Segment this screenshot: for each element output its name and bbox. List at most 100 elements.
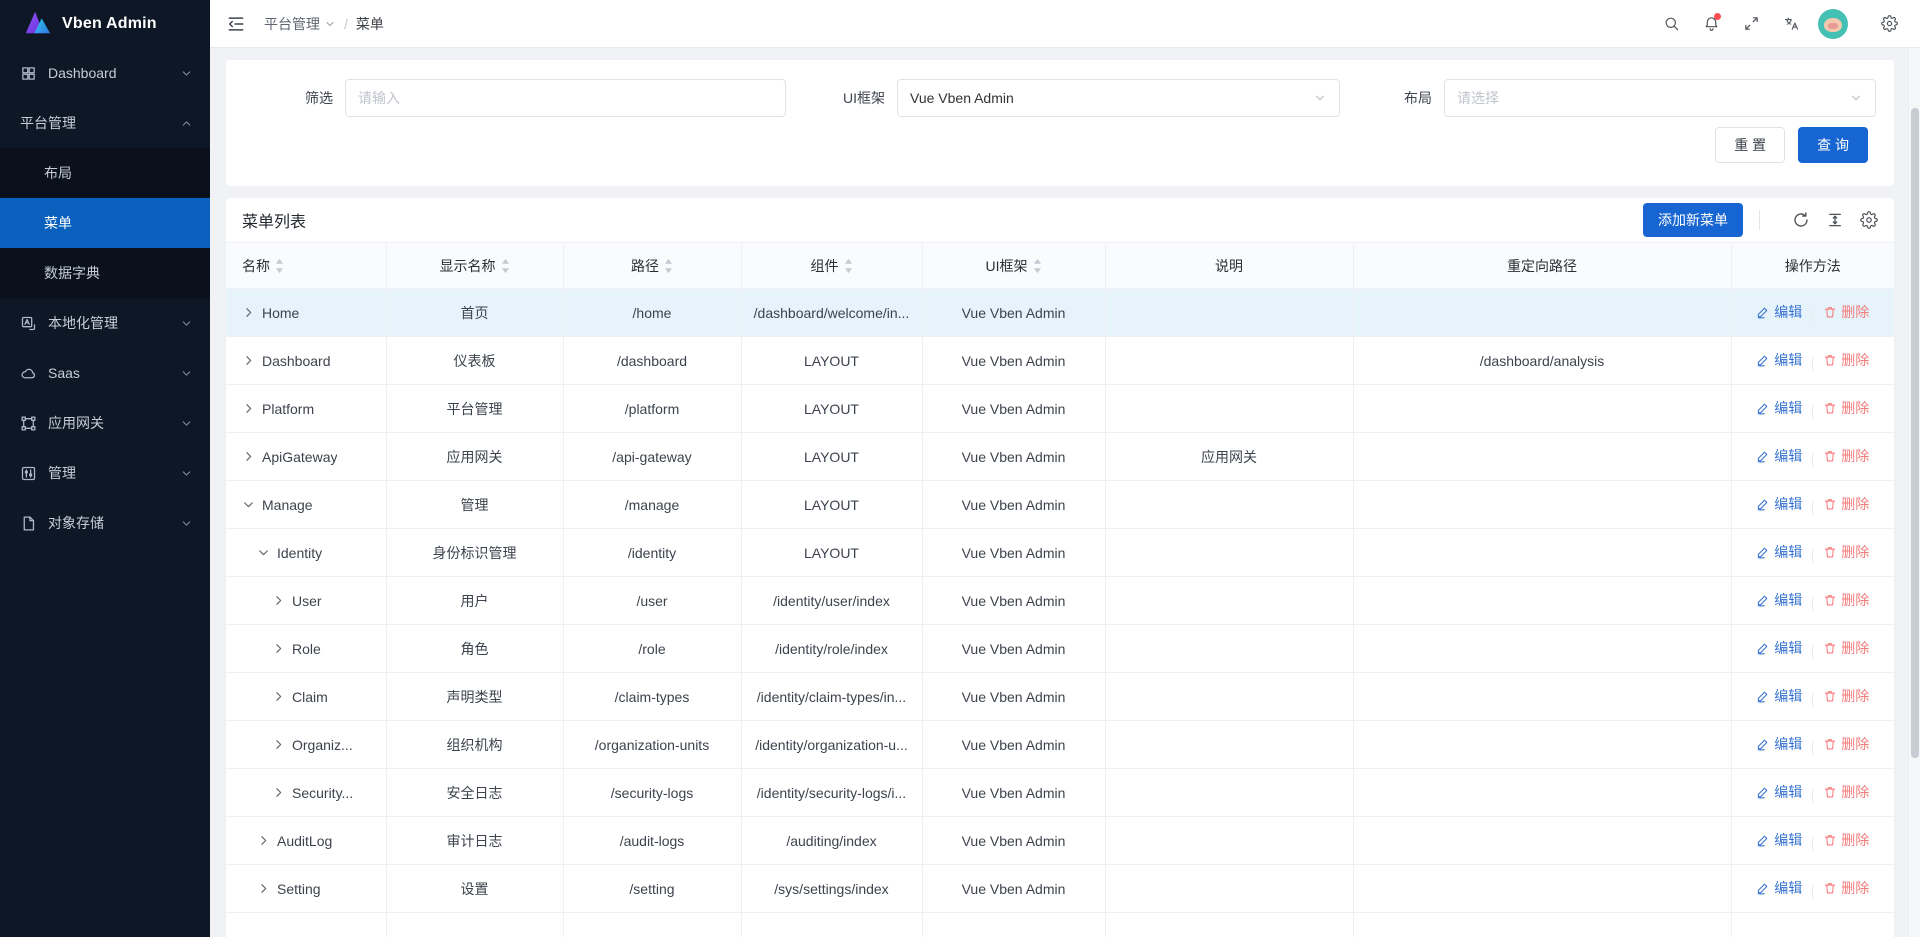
- column-settings-icon[interactable]: [1860, 211, 1878, 229]
- breadcrumb-section[interactable]: 平台管理: [264, 14, 336, 34]
- tree-expand-icon[interactable]: [272, 642, 285, 655]
- delete-button[interactable]: 删除: [1823, 494, 1869, 514]
- delete-button[interactable]: 删除: [1823, 446, 1869, 466]
- edit-button[interactable]: 编辑: [1756, 590, 1802, 610]
- sort-carets-icon[interactable]: [501, 258, 510, 274]
- avatar[interactable]: [1818, 8, 1848, 39]
- notification-dot: [1714, 12, 1721, 20]
- cell-description: [1104, 624, 1354, 673]
- edit-button[interactable]: 编辑: [1756, 494, 1802, 514]
- tree-expand-icon[interactable]: [242, 402, 255, 415]
- sidebar-collapse-icon[interactable]: [226, 14, 246, 34]
- cell-path: /manage: [562, 480, 742, 529]
- refresh-icon[interactable]: [1792, 211, 1810, 229]
- add-menu-button[interactable]: 添加新菜单: [1643, 203, 1743, 237]
- tree-expand-icon[interactable]: [242, 354, 255, 367]
- action-divider: [1812, 596, 1814, 611]
- sort-carets-icon[interactable]: [1033, 258, 1042, 274]
- delete-button[interactable]: 删除: [1823, 734, 1869, 754]
- cell-framework: Vue Vben Admin: [921, 624, 1106, 673]
- delete-button[interactable]: 删除: [1823, 830, 1869, 850]
- cell-display: 首页: [385, 288, 564, 337]
- sidebar-item-localization[interactable]: 本地化管理: [0, 298, 210, 348]
- sidebar-item-menu[interactable]: 菜单: [0, 198, 210, 248]
- column-header-path[interactable]: 路径: [562, 242, 742, 289]
- filter-input[interactable]: [345, 79, 786, 117]
- tree-collapse-icon[interactable]: [242, 498, 255, 511]
- column-header-component[interactable]: 组件: [740, 242, 923, 289]
- edit-button[interactable]: 编辑: [1756, 302, 1802, 322]
- delete-button[interactable]: 删除: [1823, 590, 1869, 610]
- settings-icon[interactable]: [1872, 7, 1906, 41]
- tree-expand-icon[interactable]: [272, 594, 285, 607]
- bell-icon[interactable]: [1694, 7, 1728, 41]
- topbar-actions: [1654, 7, 1906, 41]
- logo[interactable]: Vben Admin: [0, 0, 210, 48]
- delete-button[interactable]: 删除: [1823, 878, 1869, 898]
- edit-button[interactable]: 编辑: [1756, 686, 1802, 706]
- cell-framework: [921, 912, 1106, 937]
- column-header-display[interactable]: 显示名称: [385, 242, 564, 289]
- edit-button[interactable]: 编辑: [1756, 638, 1802, 658]
- layout-select[interactable]: 请选择: [1444, 79, 1876, 117]
- tree-expand-icon[interactable]: [242, 450, 255, 463]
- reset-button[interactable]: 重 置: [1715, 127, 1786, 163]
- edit-button[interactable]: 编辑: [1756, 734, 1802, 754]
- action-divider: [1812, 644, 1814, 659]
- sidebar-item-data-dictionary[interactable]: 数据字典: [0, 248, 210, 298]
- tree-expand-icon[interactable]: [272, 738, 285, 751]
- tree-expand-icon[interactable]: [242, 306, 255, 319]
- sort-carets-icon[interactable]: [664, 258, 673, 274]
- delete-button[interactable]: 删除: [1823, 398, 1869, 418]
- sidebar-item-layout[interactable]: 布局: [0, 148, 210, 198]
- delete-button[interactable]: 删除: [1823, 638, 1869, 658]
- edit-button[interactable]: 编辑: [1756, 542, 1802, 562]
- row-height-icon[interactable]: [1826, 211, 1844, 229]
- cell-path: /setting: [562, 864, 742, 913]
- sidebar-item-object-storage[interactable]: 对象存储: [0, 498, 210, 548]
- sidebar-item-saas[interactable]: Saas: [0, 348, 210, 398]
- scrollbar-thumb[interactable]: [1911, 108, 1919, 758]
- delete-button[interactable]: 删除: [1823, 782, 1869, 802]
- cell-display: 应用网关: [385, 432, 564, 481]
- cell-component: /identity/user/index: [740, 576, 923, 625]
- delete-button[interactable]: 删除: [1823, 302, 1869, 322]
- tree-expand-icon[interactable]: [257, 882, 270, 895]
- sliders-icon: [20, 464, 38, 482]
- delete-button[interactable]: 删除: [1823, 350, 1869, 370]
- edit-button[interactable]: 编辑: [1756, 350, 1802, 370]
- cell-framework: Vue Vben Admin: [921, 480, 1106, 529]
- delete-button[interactable]: 删除: [1823, 686, 1869, 706]
- cell-description: [1104, 816, 1354, 865]
- scrollbar-track: [1908, 48, 1920, 937]
- translate-icon[interactable]: [1774, 7, 1808, 41]
- edit-button[interactable]: 编辑: [1756, 398, 1802, 418]
- search-icon[interactable]: [1654, 7, 1688, 41]
- column-header-framework[interactable]: UI框架: [921, 242, 1106, 289]
- sidebar: Vben Admin Dashboard 平台管理 布局 菜单 数据字典 本地化管理 Saa…: [0, 0, 210, 937]
- edit-button[interactable]: 编辑: [1756, 878, 1802, 898]
- tree-collapse-icon[interactable]: [257, 546, 270, 559]
- sidebar-submenu-platform: 布局 菜单 数据字典: [0, 148, 210, 298]
- edit-button[interactable]: 编辑: [1756, 830, 1802, 850]
- edit-button[interactable]: 编辑: [1756, 782, 1802, 802]
- delete-button[interactable]: 删除: [1823, 542, 1869, 562]
- tree-expand-icon[interactable]: [272, 786, 285, 799]
- sort-carets-icon[interactable]: [275, 258, 284, 274]
- sort-carets-icon[interactable]: [844, 258, 853, 274]
- tree-expand-icon[interactable]: [272, 690, 285, 703]
- tree-expand-icon[interactable]: [257, 834, 270, 847]
- sidebar-item-platform[interactable]: 平台管理: [0, 98, 210, 148]
- column-label: 操作方法: [1784, 257, 1841, 274]
- search-button[interactable]: 查 询: [1798, 127, 1868, 163]
- sidebar-item-manage[interactable]: 管理: [0, 448, 210, 498]
- framework-select[interactable]: Vue Vben Admin: [897, 79, 1340, 117]
- column-header-name[interactable]: 名称: [226, 242, 387, 289]
- sidebar-item-api-gateway[interactable]: 应用网关: [0, 398, 210, 448]
- fullscreen-icon[interactable]: [1734, 7, 1768, 41]
- chevron-down-icon: [324, 18, 336, 30]
- edit-button[interactable]: 编辑: [1756, 446, 1802, 466]
- table-title: 菜单列表: [242, 214, 307, 231]
- sidebar-item-dashboard[interactable]: Dashboard: [0, 48, 210, 98]
- cell-redirect: [1352, 384, 1732, 433]
